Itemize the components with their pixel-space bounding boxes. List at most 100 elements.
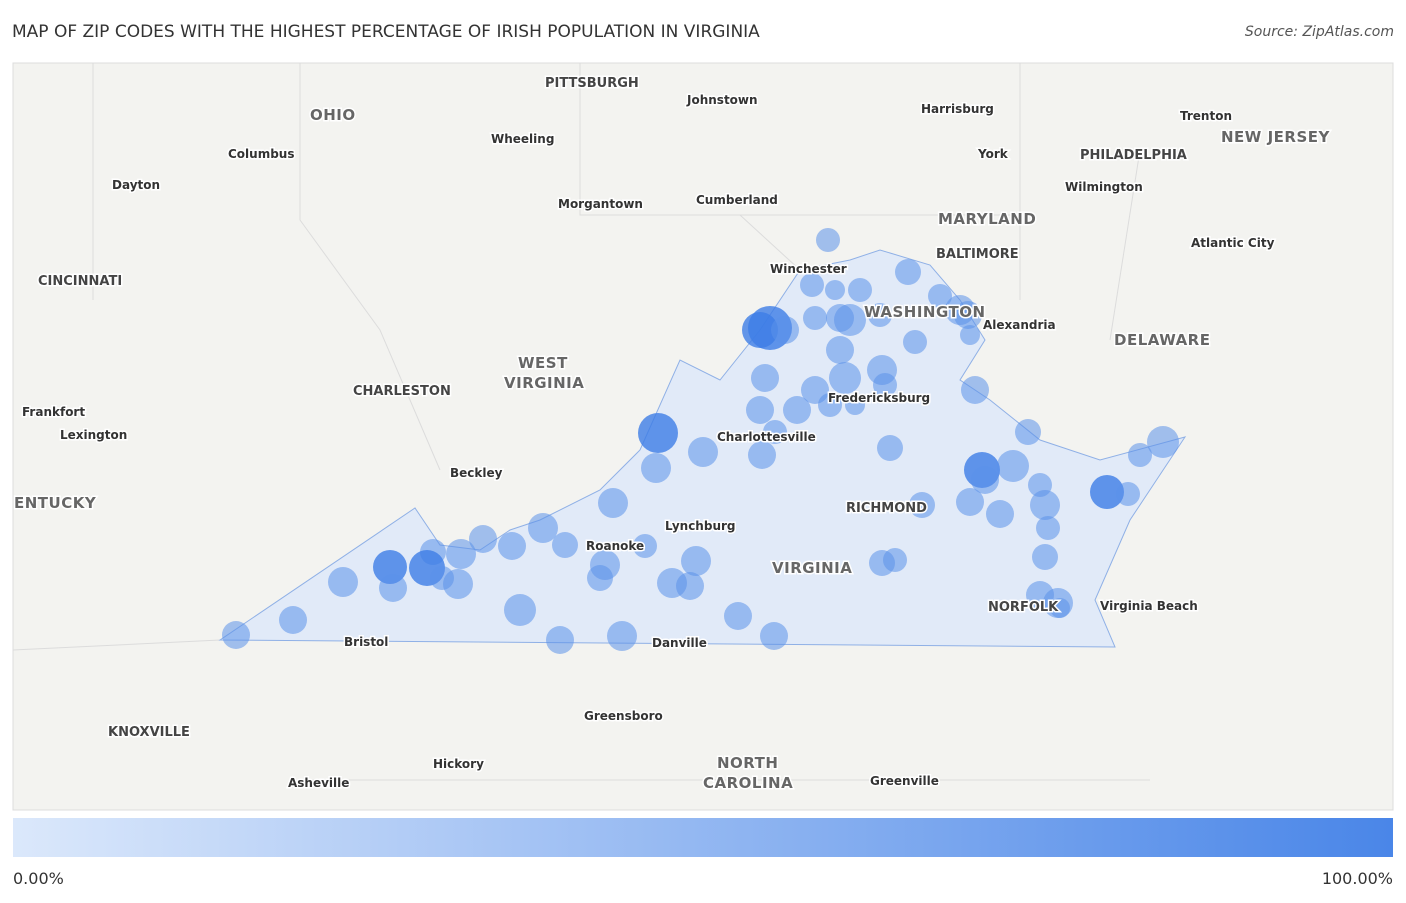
zip-bubble xyxy=(971,466,999,494)
zip-bubble xyxy=(379,574,407,602)
zip-bubble xyxy=(724,602,752,630)
place-label: Trenton xyxy=(1180,109,1232,123)
zip-bubble xyxy=(469,525,497,553)
place-label: DELAWARE xyxy=(1114,331,1210,349)
zip-bubble xyxy=(997,450,1029,482)
zip-bubble xyxy=(446,539,476,569)
zip-bubble xyxy=(681,546,711,576)
zip-bubble xyxy=(1032,544,1058,570)
place-label: WEST xyxy=(518,354,568,372)
zip-bubble xyxy=(1050,598,1070,618)
zip-bubble xyxy=(783,396,811,424)
place-label: Johnstown xyxy=(686,93,758,107)
zip-bubble xyxy=(1116,482,1140,506)
zip-bubble xyxy=(607,621,637,651)
place-label: Asheville xyxy=(288,776,349,790)
place-label: RICHMOND xyxy=(846,501,927,516)
place-label: OHIO xyxy=(310,106,356,124)
zip-bubble xyxy=(742,312,778,348)
zip-bubble xyxy=(903,330,927,354)
zip-bubble xyxy=(552,532,578,558)
place-label: Lynchburg xyxy=(665,519,736,533)
zip-bubble xyxy=(868,303,892,327)
zip-bubble xyxy=(954,301,982,329)
place-label: Frankfort xyxy=(22,405,85,419)
zip-bubble xyxy=(956,488,984,516)
place-label: Danville xyxy=(652,636,707,650)
legend-min: 0.00% xyxy=(13,869,64,888)
place-label: Alexandria xyxy=(983,318,1056,332)
place-labels: PITTSBURGH Johnstown OHIO Harrisburg Tre… xyxy=(13,75,1332,794)
place-label: VIRGINIA xyxy=(504,374,584,392)
zip-bubble xyxy=(834,304,866,336)
zip-bubble xyxy=(1090,475,1124,509)
zip-bubble xyxy=(1128,443,1152,467)
zip-bubble xyxy=(825,280,845,300)
zip-bubble xyxy=(641,453,671,483)
place-label: Atlantic City xyxy=(1191,236,1275,250)
zip-bubble xyxy=(546,626,574,654)
zip-bubble xyxy=(443,569,473,599)
place-label: NORFOLK xyxy=(988,600,1059,615)
place-label: Morgantown xyxy=(558,197,643,211)
legend-gradient xyxy=(13,818,1393,857)
zip-bubble xyxy=(598,488,628,518)
place-label: Winchester xyxy=(770,262,847,276)
place-label: Dayton xyxy=(112,178,160,192)
place-label: York xyxy=(977,147,1009,161)
zip-bubble xyxy=(800,273,824,297)
zip-bubble xyxy=(826,336,854,364)
zip-bubble xyxy=(928,284,952,308)
place-label: CAROLINA xyxy=(703,774,793,792)
place-label: KNOXVILLE xyxy=(108,725,190,740)
zip-bubble xyxy=(1147,426,1179,458)
place-label: PITTSBURGH xyxy=(545,76,639,91)
zip-bubble xyxy=(279,606,307,634)
zip-bubble xyxy=(633,534,657,558)
zip-bubble xyxy=(960,325,980,345)
place-label: NEW JERSEY xyxy=(1221,128,1330,146)
place-label: Bristol xyxy=(344,635,388,649)
zip-bubble xyxy=(1030,490,1060,520)
zip-bubble xyxy=(1015,419,1041,445)
place-label: Lexington xyxy=(60,428,127,442)
source: Source: ZipAtlas.com xyxy=(1245,24,1394,40)
place-label: Greenville xyxy=(870,774,939,788)
place-label: Beckley xyxy=(450,466,503,480)
place-label: Wheeling xyxy=(491,132,554,146)
zip-bubble xyxy=(676,572,704,600)
zip-bubble xyxy=(498,532,526,560)
place-label: Fredericksburg xyxy=(828,391,930,405)
zip-bubble xyxy=(877,435,903,461)
place-label: WASHINGTON xyxy=(864,303,986,321)
zip-bubble xyxy=(895,259,921,285)
zip-bubble xyxy=(986,500,1014,528)
zip-bubble xyxy=(528,513,558,543)
zip-bubble xyxy=(638,413,678,453)
place-label: Virginia Beach xyxy=(1100,599,1198,613)
zip-bubble xyxy=(961,376,989,404)
zip-bubble xyxy=(748,441,776,469)
map-borders xyxy=(12,63,1150,781)
place-label: Greensboro xyxy=(584,709,663,723)
zip-bubble xyxy=(587,565,613,591)
place-label: Harrisburg xyxy=(921,102,994,116)
zip-bubble xyxy=(222,621,250,649)
zip-bubble xyxy=(816,228,840,252)
zip-bubble xyxy=(746,396,774,424)
zip-bubble xyxy=(760,622,788,650)
zip-bubble xyxy=(504,594,536,626)
zip-bubble xyxy=(883,548,907,572)
place-label: CHARLESTON xyxy=(353,384,451,399)
title: MAP OF ZIP CODES WITH THE HIGHEST PERCEN… xyxy=(12,22,760,42)
place-label: Cumberland xyxy=(696,193,778,207)
zip-bubble xyxy=(328,567,358,597)
bubbles xyxy=(222,228,1179,654)
zip-bubble xyxy=(751,364,779,392)
place-label: BALTIMORE xyxy=(936,247,1019,262)
place-label: VIRGINIA xyxy=(772,559,852,577)
place-label: Hickory xyxy=(433,757,484,771)
zip-bubble xyxy=(1036,516,1060,540)
place-label: NORTH xyxy=(717,754,778,772)
zip-bubble xyxy=(909,492,935,518)
